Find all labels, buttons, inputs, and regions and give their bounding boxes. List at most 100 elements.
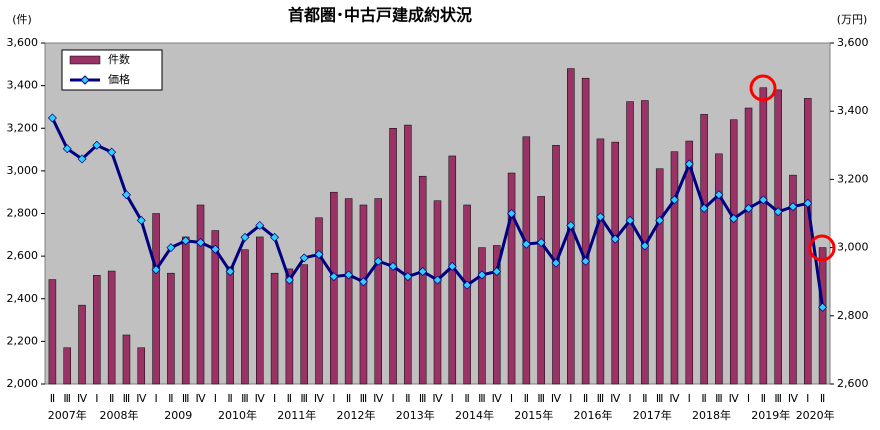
price-marker bbox=[581, 256, 591, 266]
price-marker bbox=[121, 190, 131, 200]
highlight-circle bbox=[749, 74, 777, 102]
price-marker bbox=[62, 144, 72, 154]
price-marker bbox=[270, 232, 280, 242]
bar bbox=[700, 114, 708, 385]
x-tick-label: Ⅱ bbox=[761, 392, 766, 405]
year-label: 2013年 bbox=[396, 408, 435, 422]
x-tick-label: Ⅲ bbox=[597, 392, 605, 405]
bar bbox=[300, 264, 308, 385]
x-tick-label: Ⅳ bbox=[432, 392, 443, 405]
bar bbox=[63, 347, 71, 385]
price-marker bbox=[610, 234, 620, 244]
year-label: 2017年 bbox=[633, 408, 672, 422]
y-tick-label: 3,200 bbox=[7, 121, 39, 134]
year-label: 2009 bbox=[164, 409, 192, 422]
price-marker bbox=[462, 280, 472, 290]
bar bbox=[374, 198, 383, 385]
bar bbox=[655, 168, 664, 385]
price-marker bbox=[744, 203, 754, 213]
price-marker bbox=[418, 266, 428, 276]
x-tick-label: Ⅱ bbox=[287, 392, 292, 405]
bar bbox=[611, 141, 619, 385]
x-tick-label: Ⅰ bbox=[391, 392, 394, 405]
bar bbox=[507, 172, 516, 385]
year-label: 2019年 bbox=[751, 408, 790, 422]
price-marker bbox=[640, 241, 650, 251]
x-tick-label: Ⅲ bbox=[63, 392, 71, 405]
bar bbox=[729, 119, 738, 385]
price-marker bbox=[240, 232, 250, 242]
y2-tick-label: 2,600 bbox=[837, 377, 869, 390]
price-marker bbox=[344, 270, 354, 280]
x-tick-label: Ⅱ bbox=[583, 392, 588, 405]
bar bbox=[226, 266, 234, 385]
price-marker bbox=[625, 215, 635, 225]
x-tick-label: Ⅱ bbox=[50, 392, 55, 405]
x-tick-label: Ⅰ bbox=[510, 392, 513, 405]
bar bbox=[818, 247, 827, 385]
x-tick-label: Ⅲ bbox=[419, 392, 427, 405]
price-marker bbox=[655, 215, 665, 225]
price-marker bbox=[181, 236, 191, 246]
bar bbox=[463, 204, 471, 385]
y2-tick-label: 3,600 bbox=[837, 36, 869, 49]
price-marker bbox=[151, 265, 161, 275]
legend-label: 件数 bbox=[108, 53, 130, 66]
bar bbox=[167, 272, 175, 385]
bar bbox=[344, 198, 353, 385]
chart-title: 首都圏･中古戸建成約状況 bbox=[288, 6, 472, 25]
x-tick-label: Ⅱ bbox=[642, 392, 647, 405]
y2-tick-label: 3,200 bbox=[837, 172, 869, 185]
bar bbox=[433, 200, 442, 385]
price-marker bbox=[358, 277, 368, 287]
x-tick-label: Ⅰ bbox=[628, 392, 631, 405]
x-tick-label: Ⅳ bbox=[610, 392, 621, 405]
bar bbox=[270, 272, 279, 385]
year-label: 2014年 bbox=[455, 408, 494, 422]
bar bbox=[685, 140, 694, 385]
bar bbox=[241, 249, 249, 385]
bar bbox=[256, 236, 264, 385]
x-tick-label: Ⅱ bbox=[820, 392, 825, 405]
year-label: 2012年 bbox=[337, 408, 376, 422]
price-marker bbox=[225, 266, 235, 276]
legend-label: 価格 bbox=[108, 72, 130, 86]
bar bbox=[330, 191, 338, 385]
x-tick-label: Ⅲ bbox=[360, 392, 368, 405]
year-label: 2011年 bbox=[277, 408, 316, 422]
year-label: 2010年 bbox=[218, 408, 257, 422]
x-tick-label: Ⅳ bbox=[729, 392, 740, 405]
price-marker bbox=[699, 203, 709, 213]
bar bbox=[93, 275, 101, 385]
x-tick-label: Ⅰ bbox=[273, 392, 276, 405]
y-tick-label: 2,800 bbox=[7, 207, 39, 220]
year-label: 2018年 bbox=[692, 408, 731, 422]
price-marker bbox=[551, 258, 561, 268]
bar bbox=[759, 87, 768, 385]
bar bbox=[789, 174, 797, 385]
bar bbox=[804, 98, 812, 385]
price-marker bbox=[447, 261, 457, 271]
x-tick-label: Ⅰ bbox=[95, 392, 98, 405]
x-tick-label: Ⅰ bbox=[332, 392, 335, 405]
price-marker bbox=[729, 214, 739, 224]
price-marker bbox=[433, 275, 442, 285]
x-tick-label: Ⅳ bbox=[255, 392, 266, 405]
year-label: 2007年 bbox=[48, 408, 87, 422]
x-tick-label: Ⅲ bbox=[715, 392, 723, 405]
x-tick-label: Ⅱ bbox=[405, 392, 410, 405]
bar bbox=[581, 77, 590, 385]
price-marker bbox=[507, 209, 517, 218]
price-marker bbox=[329, 272, 339, 282]
x-tick-label: Ⅰ bbox=[451, 392, 454, 405]
price-marker bbox=[196, 237, 206, 247]
price-marker bbox=[136, 215, 146, 225]
x-tick-label: Ⅳ bbox=[669, 392, 680, 405]
price-marker bbox=[166, 243, 176, 253]
x-tick-label: Ⅱ bbox=[168, 392, 173, 405]
y-tick-label: 3,400 bbox=[7, 79, 39, 92]
bar bbox=[537, 196, 545, 385]
bar bbox=[418, 175, 427, 385]
highlight-circle bbox=[808, 234, 836, 262]
price-marker bbox=[255, 220, 265, 230]
